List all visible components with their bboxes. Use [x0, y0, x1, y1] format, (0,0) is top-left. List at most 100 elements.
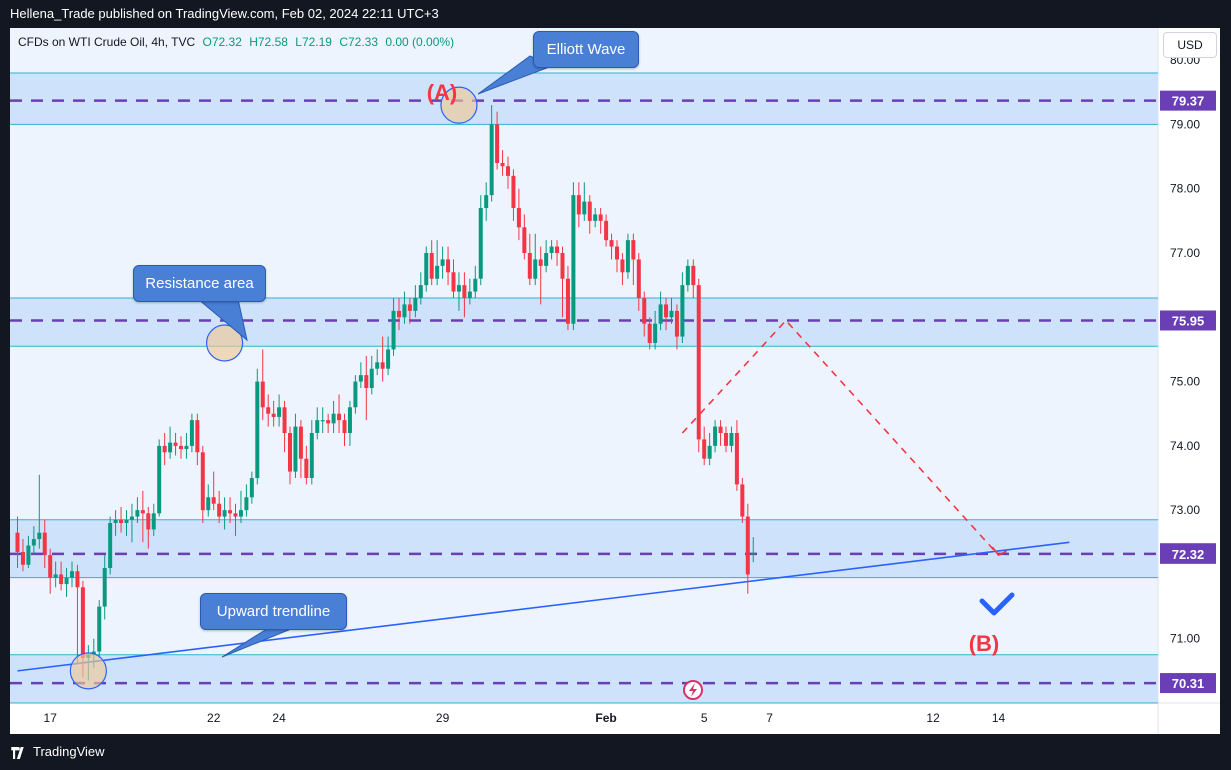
candle-body [195, 420, 200, 453]
candle-body [309, 433, 314, 478]
candle-body [255, 381, 260, 478]
highlight-circle-0 [69, 652, 107, 690]
price-label: 70.31 [1172, 676, 1205, 691]
candle-body [59, 574, 64, 585]
candle-body [162, 445, 167, 453]
candle-body [691, 265, 696, 286]
candle-body [26, 545, 31, 565]
candle-body [560, 253, 565, 279]
candle-body [636, 259, 641, 298]
candle-body [653, 323, 658, 343]
candle-body [745, 516, 750, 575]
candle-body [75, 571, 80, 588]
zone-0 [10, 73, 1158, 125]
candle-body [549, 246, 554, 253]
price-label-bg [1160, 310, 1216, 331]
plot-area [10, 28, 1158, 703]
candle-body [729, 433, 734, 446]
candle-body [576, 195, 581, 215]
candle-body [369, 368, 374, 388]
footer-brand: TradingView [10, 742, 105, 762]
candle-body [315, 420, 320, 433]
candle-body [435, 265, 440, 279]
candle-body [364, 375, 369, 388]
legend-low: L72.19 [295, 35, 332, 49]
legend-high: H72.58 [249, 35, 288, 49]
candle-body [734, 433, 739, 485]
wave-a-label: (A) [427, 80, 458, 105]
candle-body [293, 426, 298, 472]
candle-body [685, 265, 690, 286]
upward-trendline [17, 541, 1070, 672]
price-label: 72.32 [1172, 547, 1205, 562]
candle-body [571, 195, 576, 324]
candle-body [222, 510, 227, 517]
candle-body [718, 426, 723, 433]
candle-body [31, 539, 36, 546]
currency-button[interactable]: USD [1163, 32, 1217, 58]
candle-body [244, 497, 249, 511]
candle-body [724, 433, 728, 446]
price-label: 79.37 [1172, 94, 1205, 109]
candle-body [113, 519, 118, 523]
candle-body [211, 497, 216, 504]
candle-body [429, 253, 434, 279]
candle-body [424, 253, 429, 286]
candle-body [102, 568, 107, 607]
candle-body [506, 166, 510, 176]
candle-body [658, 304, 663, 324]
legend-close: C72.33 [339, 35, 379, 49]
candle-body [271, 413, 276, 417]
candle-body [609, 240, 614, 247]
candle-body [20, 551, 25, 565]
candle-body [189, 420, 194, 446]
y-tick-label: 74.00 [1170, 439, 1200, 453]
elliott-wave-callout[interactable]: Elliott Wave [533, 31, 639, 68]
x-tick-label: 14 [992, 711, 1006, 725]
projection-arrowhead [991, 546, 1007, 557]
candle-body [522, 227, 527, 253]
candle-body [451, 272, 456, 292]
candle-body [129, 516, 134, 520]
candle-body [64, 577, 69, 585]
upward-trendline-callout[interactable]: Upward trendline [200, 593, 347, 630]
publisher-header: Hellena_Trade published on TradingView.c… [0, 0, 1231, 28]
candle-body [484, 195, 489, 208]
candle-body [604, 220, 609, 241]
candle-body [473, 278, 478, 292]
candle-body [555, 246, 560, 253]
resistance-area-callout[interactable]: Resistance area [133, 265, 266, 302]
x-tick-label: Feb [595, 711, 616, 725]
candle-body [146, 513, 151, 530]
candle-body [446, 259, 451, 273]
price-label-bg [1160, 673, 1216, 694]
candle-body [625, 240, 630, 273]
footer-brand-text: TradingView [33, 744, 105, 759]
candle-body [331, 413, 336, 424]
candle-body [217, 503, 222, 517]
candle-body [544, 253, 549, 266]
publisher-text: Hellena_Trade published on TradingView.c… [10, 6, 439, 21]
price-label: 75.95 [1172, 314, 1205, 329]
candle-body [516, 208, 521, 228]
legend-open: O72.32 [202, 35, 242, 49]
candle-body [478, 208, 483, 279]
candle-body [631, 240, 636, 260]
candle-body [135, 510, 140, 517]
candle-body [108, 523, 113, 568]
symbol-name[interactable]: CFDs on WTI Crude Oil, 4h, TVC [18, 35, 196, 49]
candle-body [669, 310, 674, 318]
candle-body [642, 298, 647, 324]
candle-body [707, 445, 712, 459]
candle-body [260, 381, 265, 408]
candle-body [380, 362, 385, 369]
candle-body [740, 484, 745, 517]
candle-body [587, 201, 592, 221]
candle-body [347, 407, 352, 433]
candle-body [397, 310, 401, 318]
y-tick-label: 71.00 [1170, 632, 1200, 646]
legend-change: 0.00 (0.00%) [385, 35, 455, 49]
wave-b-label: (B) [969, 631, 1000, 656]
candle-body [179, 445, 183, 450]
